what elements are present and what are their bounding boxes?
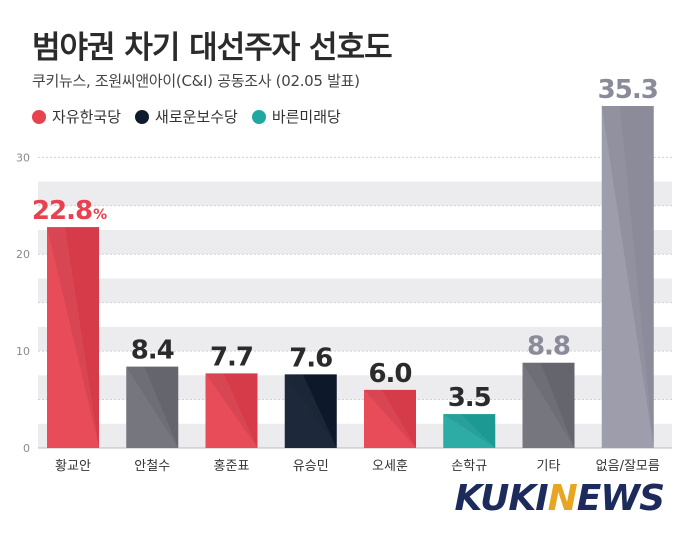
legend-item-new-conservative: 새로운보수당 <box>135 106 238 127</box>
chart-title: 범야권 차기 대선주자 선호도 <box>32 30 393 66</box>
bar <box>601 106 654 448</box>
legend-label: 바른미래당 <box>271 108 341 126</box>
bar <box>443 414 496 448</box>
legend-item-bareun-mirae: 바른미래당 <box>251 106 341 127</box>
bar-highlight <box>205 373 258 448</box>
bar-highlight <box>522 362 575 448</box>
bar-value-label: 3.5 <box>448 383 491 413</box>
bar-shade <box>364 389 416 448</box>
bar-value-label: 7.6 <box>289 343 332 373</box>
bar <box>284 374 337 448</box>
grid-band <box>38 326 672 352</box>
y-tick-label: 10 <box>16 345 30 358</box>
bar <box>205 373 258 448</box>
category-label: 황교안 <box>55 459 91 474</box>
bar-highlight <box>601 106 654 448</box>
grid-band <box>38 181 672 206</box>
category-label: 없음/잘모름 <box>596 459 660 474</box>
category-label: 유승민 <box>293 459 329 474</box>
grid-band <box>38 278 672 303</box>
bar <box>364 389 416 448</box>
category-label: 안철수 <box>134 459 170 474</box>
category-label: 홍준표 <box>214 459 250 474</box>
chart-subtitle: 쿠키뉴스, 조원씨앤아이(C&I) 공동조사 (02.05 발표) <box>32 72 360 90</box>
bar-value-label: 6.0 <box>368 359 411 389</box>
bar-shade <box>443 414 496 448</box>
bar-value-label: 8.8 <box>527 332 570 362</box>
kukinews-logo: KUKINEWS <box>454 478 665 519</box>
grid-band <box>38 230 672 255</box>
legend-item-liberty-korea: 자유한국당 <box>32 106 121 127</box>
bar-highlight <box>126 366 179 448</box>
bar <box>522 362 575 448</box>
bar-value-label: 7.7 <box>210 342 253 372</box>
category-label: 손학규 <box>451 459 487 474</box>
legend: 자유한국당 새로운보수당 바른미래당 <box>32 106 341 127</box>
bar-value-label: 35.3 <box>598 75 658 105</box>
bar <box>126 366 179 448</box>
bar-highlight <box>364 389 416 448</box>
y-tick-label: 20 <box>16 248 30 261</box>
y-tick-label: 30 <box>16 151 30 164</box>
legend-dot <box>251 109 266 124</box>
bar-highlight <box>47 227 99 448</box>
y-tick-label: 0 <box>23 442 30 455</box>
legend-dot <box>135 109 150 124</box>
legend-label: 새로운보수당 <box>155 108 238 126</box>
bar-shade <box>284 374 337 448</box>
legend-dot <box>32 109 46 124</box>
bar <box>47 227 99 448</box>
bar-shade <box>47 227 99 448</box>
bar-value-label: 8.4 <box>131 336 174 366</box>
bar-highlight <box>443 414 496 448</box>
bar-highlight <box>284 374 337 448</box>
bar-shade <box>126 366 179 448</box>
legend-label: 자유한국당 <box>52 108 122 126</box>
bar-shade <box>522 362 575 448</box>
category-label: 오세훈 <box>372 459 408 474</box>
bar-shade <box>205 373 258 448</box>
category-label: 기타 <box>537 459 561 474</box>
bar-shade <box>601 106 654 448</box>
